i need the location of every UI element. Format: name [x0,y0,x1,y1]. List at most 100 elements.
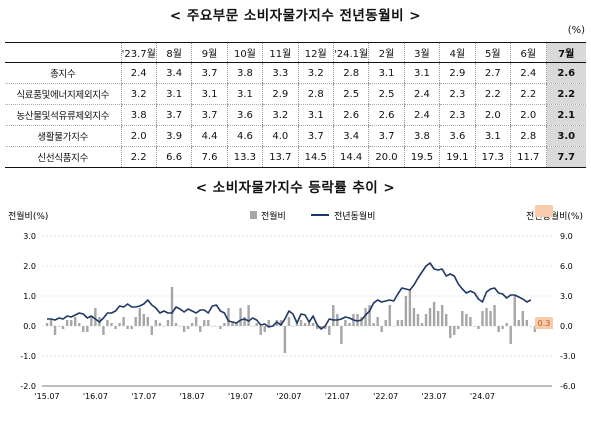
mom-bar [311,323,315,326]
mom-bar [489,311,492,326]
right-tick-label: 6.0 [560,262,573,271]
table-cell: 14.5 [297,146,334,168]
row-label: 농산물및석유류제외지수 [5,104,121,126]
mom-bar [90,317,93,326]
mom-bar [372,323,375,326]
mom-bar [287,317,291,326]
table-cell: 2.4 [509,62,546,84]
table-cell: 3.7 [191,62,228,84]
mom-bar [533,326,537,332]
mom-bar [501,326,504,329]
mom-bar [319,326,323,329]
x-tick-label: '22.07 [373,392,398,401]
mom-bar [477,326,480,329]
mom-bar [465,314,468,326]
table-cell: 3.1 [191,83,228,105]
header-cell: 8월 [155,42,192,63]
mom-bar [388,305,391,326]
x-tick-label: '20.07 [276,392,301,401]
table-cell: 3.1 [474,125,511,147]
yoy-line [47,262,532,330]
table-cell: 13.7 [262,146,299,168]
table-cell: 3.3 [262,62,299,84]
mom-bar [384,320,387,326]
table-cell: 3.8 [120,104,157,126]
table-row: 신선식품지수 2.2 6.6 7.6 13.3 13.7 14.5 14.4 2… [5,146,586,168]
mom-bar [497,326,500,332]
header-cell: '23.7월 [120,42,157,63]
left-axis-ticks: 3.0 2.0 1.0 0.0 -1.0 -2.0 [20,232,36,391]
x-tick-label: '16.07 [83,392,108,401]
x-tick-label: '17.07 [131,392,156,401]
row-label: 식료품및에너지제외지수 [5,83,121,105]
table-cell: 7.6 [191,146,228,168]
mom-bar [106,320,109,326]
left-tick-label: -2.0 [20,382,36,391]
table-cell: 4.0 [262,125,299,147]
mom-bar [94,308,97,326]
table-cell: 3.1 [297,104,334,126]
annotation-box-yoy [535,205,553,217]
chart-legend: 전월비 전년동월비 [250,210,375,222]
row-label: 총지수 [5,62,121,84]
annotation-box-mom [535,317,553,329]
mom-bar [404,296,408,326]
table-cell: 2.6 [332,104,369,126]
table-cell: 3.7 [191,104,228,126]
mom-bar [400,320,404,326]
mom-bar [166,320,170,326]
mom-bar [376,317,379,326]
table-cell-current: 3.0 [545,125,586,147]
table-title: < 주요부문 소비자물가지수 전년동월비 > [169,8,422,24]
mom-bar [170,287,174,326]
table-cell: 2.2 [509,83,546,105]
mom-bar [154,320,158,326]
table-cell: 3.7 [297,125,334,147]
table-cell-current: 2.6 [545,62,586,84]
header-cell: 10월 [226,42,263,63]
table-cell: 14.4 [332,146,369,168]
table-cell: 3.2 [120,83,157,105]
mom-bar [267,320,270,326]
mom-bar [49,320,53,326]
mom-bar [118,323,121,326]
mom-bar [102,326,105,335]
table-unit: (%) [567,25,585,36]
table-cell: 2.8 [332,62,369,84]
mom-bar [307,320,311,326]
header-cell: 12월 [297,42,334,63]
mom-bar [231,323,234,326]
table-cell: 2.6 [368,104,405,126]
mom-bar [174,323,178,326]
table-cell: 2.8 [509,125,546,147]
mom-bar [469,317,472,326]
mom-bar [436,311,440,326]
right-tick-label: -3.0 [560,352,576,361]
mom-bar [235,323,238,326]
table-cell: 3.1 [368,62,405,84]
mom-bar [513,296,516,326]
mom-bar [328,326,331,335]
mom-bar [243,317,246,326]
mom-bar [227,308,230,326]
table-cell: 3.2 [262,104,299,126]
table-cell: 3.4 [155,62,192,84]
mom-bar [432,302,436,326]
row-label: 생활물가지수 [5,125,121,147]
mom-bar [279,320,283,326]
right-tick-label: 3.0 [560,292,573,301]
mom-bar [505,323,508,326]
table-row: 생활물가지수 2.0 3.9 4.4 4.6 4.0 3.7 3.4 3.7 3… [5,125,586,147]
table-cell: 17.3 [474,146,511,168]
table-cell: 3.1 [403,62,440,84]
mom-bar [416,314,420,326]
mom-bar [150,326,154,335]
table-cell: 6.6 [155,146,192,168]
mom-bar [65,320,69,326]
mom-bar [114,326,117,329]
mom-bar [203,320,206,326]
mom-bar [461,311,464,326]
left-tick-label: -1.0 [20,352,36,361]
x-axis-ticks: '15.07 '16.07 '17.07 '18.07 '19.07 '20.07 '21.… [34,392,495,401]
mom-bar [295,323,299,326]
